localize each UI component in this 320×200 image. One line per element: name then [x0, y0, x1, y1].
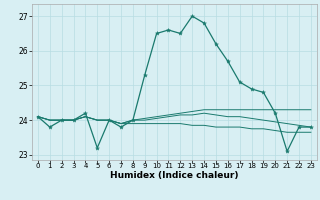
X-axis label: Humidex (Indice chaleur): Humidex (Indice chaleur) [110, 171, 239, 180]
